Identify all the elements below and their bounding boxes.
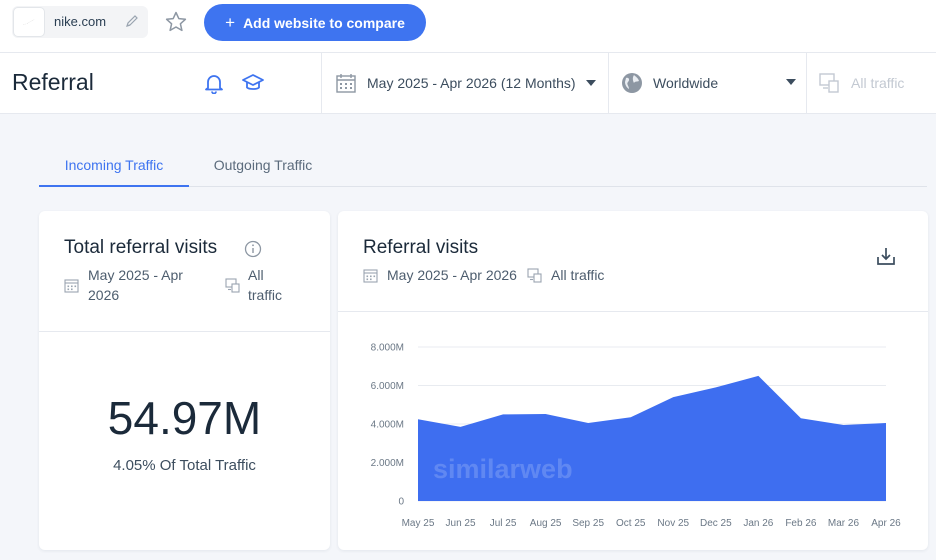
traffic-share: 4.05% Of Total Traffic — [113, 457, 256, 474]
y-tick-label: 4.000M — [371, 420, 404, 431]
total-referral-value: 54.97M — [107, 392, 262, 444]
card-divider — [39, 331, 330, 332]
x-axis-ticks: May 25 Jun 25 Jul 25 Aug 25 Sep 25 Oct 25 Nov … — [402, 518, 902, 529]
devices-icon — [527, 268, 542, 283]
x-tick-label: Feb 26 — [785, 518, 817, 529]
x-tick-label: Nov 25 — [657, 518, 689, 529]
star-icon[interactable] — [164, 10, 188, 34]
plus-icon: + — [225, 13, 236, 32]
x-tick-label: Dec 25 — [700, 518, 732, 529]
page-header: Referral May 2025 - Apr 2026 (12 Months)… — [0, 53, 936, 114]
tab-incoming-traffic[interactable]: Incoming Traffic — [39, 154, 189, 187]
country-value: Worldwide — [653, 75, 719, 91]
bell-icon[interactable] — [203, 72, 225, 94]
traffic-type-meta: All traffic — [551, 267, 605, 283]
traffic-type-line: All — [248, 267, 264, 283]
referral-chart-card: Referral visits May 2025 - Apr 2026 All … — [338, 211, 928, 550]
x-tick-label: Aug 25 — [530, 518, 562, 529]
traffic-type-line: traffic — [248, 287, 282, 303]
tab-outgoing-traffic[interactable]: Outgoing Traffic — [213, 157, 313, 173]
x-tick-label: May 25 — [402, 518, 435, 529]
y-axis-ticks: 0 2.000M 4.000M 6.000M 8.000M — [371, 343, 405, 508]
referral-area-chart: similarweb 0 2.000M 4.000M 6.000M 8.000M May… — [371, 343, 902, 530]
date-range-filter[interactable]: May 2025 - Apr 2026 (12 Months) — [335, 71, 596, 95]
date-range-line: May 2025 - Apr — [88, 267, 183, 283]
referral-area-series — [418, 375, 886, 501]
y-tick-label: 8.000M — [371, 343, 404, 354]
devices-icon — [225, 278, 240, 293]
y-tick-label: 2.000M — [371, 458, 404, 469]
globe-icon — [622, 73, 642, 93]
country-filter[interactable]: Worldwide — [621, 71, 796, 95]
card-title: Total referral visits — [64, 237, 218, 258]
x-tick-label: Oct 25 — [616, 518, 646, 529]
site-logo — [13, 7, 45, 37]
card-title: Referral visits — [363, 237, 479, 258]
site-name: nike.com — [54, 14, 107, 29]
date-range-meta: May 2025 - Apr 2026 — [88, 265, 183, 305]
calendar-icon — [363, 269, 378, 283]
date-range-value: May 2025 - Apr 2026 (12 Months) — [367, 75, 576, 91]
graduation-cap-icon[interactable] — [241, 72, 265, 94]
traffic-type-value: All traffic — [851, 75, 905, 91]
x-tick-label: Jan 26 — [743, 518, 773, 529]
chevron-down-icon — [786, 79, 796, 85]
traffic-type-meta: All traffic — [248, 265, 282, 305]
info-icon[interactable] — [244, 240, 262, 258]
site-chip[interactable]: nike.com — [12, 6, 148, 38]
page-title: Referral — [12, 69, 94, 95]
traffic-type-filter: All traffic — [819, 71, 904, 95]
calendar-icon — [64, 279, 79, 293]
chevron-down-icon — [585, 80, 596, 86]
header-divider — [806, 53, 807, 114]
traffic-tabs: Incoming Traffic Outgoing Traffic — [39, 154, 927, 187]
y-tick-label: 0 — [398, 497, 404, 508]
total-referral-card: Total referral visits May 2025 - Apr 202… — [39, 211, 330, 550]
date-range-meta: May 2025 - Apr 2026 — [387, 267, 517, 283]
download-icon[interactable] — [875, 245, 897, 267]
chart-watermark: similarweb — [433, 454, 573, 484]
date-range-line: 2026 — [88, 287, 120, 303]
card-divider — [338, 311, 928, 312]
calendar-icon — [336, 74, 356, 93]
top-bar: nike.com + Add website to compare — [0, 0, 936, 53]
x-tick-label: Jun 25 — [446, 518, 476, 529]
header-divider — [321, 53, 322, 114]
add-website-label: Add website to compare — [243, 14, 405, 31]
pencil-icon[interactable] — [124, 13, 140, 29]
x-tick-label: Jul 25 — [490, 518, 517, 529]
x-tick-label: Sep 25 — [572, 518, 604, 529]
x-tick-label: Mar 26 — [828, 518, 860, 529]
devices-icon — [819, 73, 839, 93]
add-website-button[interactable]: + Add website to compare — [204, 4, 426, 41]
header-divider — [608, 53, 609, 114]
x-tick-label: Apr 26 — [871, 518, 901, 529]
y-tick-label: 6.000M — [371, 381, 404, 392]
